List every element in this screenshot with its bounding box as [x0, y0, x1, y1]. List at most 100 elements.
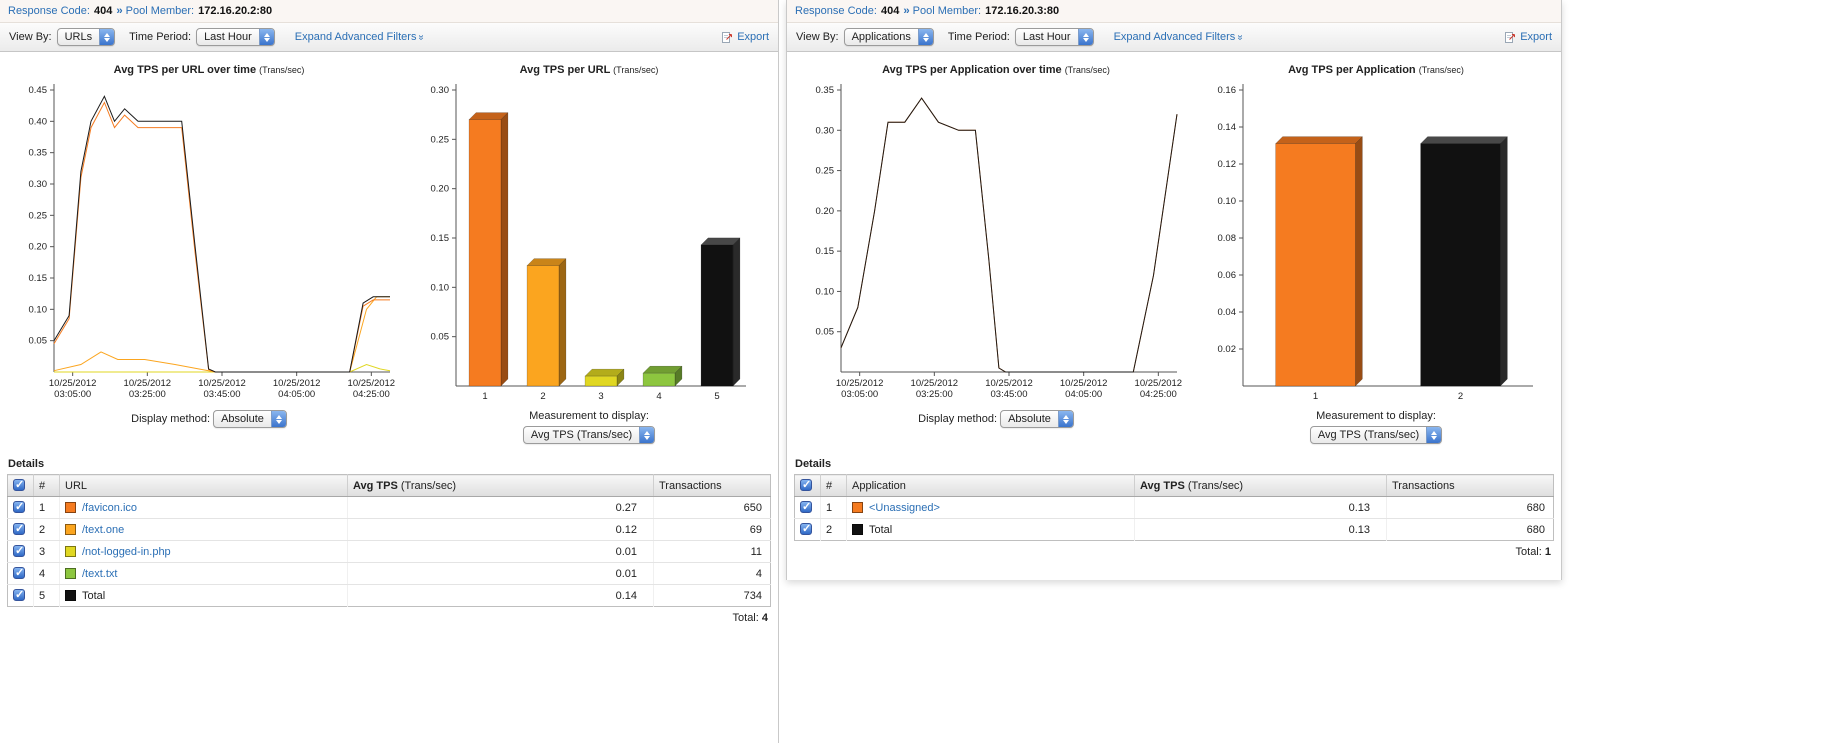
export-icon	[1505, 32, 1516, 43]
row-transactions: 4	[653, 562, 771, 585]
svg-text:04:05:00: 04:05:00	[278, 389, 315, 400]
svg-text:0.16: 0.16	[1218, 85, 1237, 96]
display-method-select[interactable]: Absolute	[1000, 410, 1074, 428]
table-row: 3 /not-logged-in.php 0.01 11	[7, 540, 771, 563]
display-method-select[interactable]: Absolute	[213, 410, 287, 428]
expand-advanced-filters-link[interactable]: Expand Advanced Filters»	[294, 31, 427, 43]
select-arrows-icon	[258, 29, 274, 45]
row-transactions: 680	[1386, 518, 1554, 541]
row-name-link[interactable]: /not-logged-in.php	[82, 545, 171, 558]
row-avg-tps: 0.27	[347, 496, 654, 519]
row-checkbox[interactable]	[13, 588, 25, 601]
svg-text:0.20: 0.20	[29, 242, 48, 253]
select-arrows-icon	[917, 29, 933, 45]
measurement-select[interactable]: Avg TPS (Trans/sec)	[522, 426, 656, 444]
row-name-link[interactable]: /text.one	[82, 523, 125, 536]
bar-chart-title: Avg TPS per Application (Trans/sec)	[1288, 64, 1464, 76]
svg-text:0.25: 0.25	[431, 134, 450, 145]
svg-text:0.35: 0.35	[816, 85, 835, 96]
svg-text:0.25: 0.25	[816, 166, 835, 177]
row-avg-tps: 0.13	[1134, 518, 1387, 541]
row-checkbox[interactable]	[13, 522, 25, 535]
tps-over-time-chart-box: Avg TPS per Application over time (Trans…	[795, 64, 1197, 428]
select-all-checkbox[interactable]	[13, 478, 25, 491]
svg-text:0.15: 0.15	[431, 233, 450, 244]
svg-text:10/25/2012: 10/25/2012	[124, 378, 172, 389]
row-name-total: Total	[82, 589, 106, 602]
svg-text:2: 2	[540, 391, 545, 402]
svg-text:1: 1	[1313, 391, 1318, 402]
table-row: 1 /favicon.ico 0.27 650	[7, 496, 771, 519]
row-checkbox[interactable]	[13, 544, 25, 557]
col-transactions: Transactions	[653, 474, 771, 497]
svg-text:10/25/2012: 10/25/2012	[836, 378, 884, 389]
row-checkbox[interactable]	[13, 500, 25, 513]
row-number: 1	[33, 496, 60, 519]
row-checkbox[interactable]	[13, 566, 25, 579]
details-section: Details # URL Avg TPS (Trans/sec) Transa…	[0, 444, 778, 624]
time-period-value: Last Hour	[204, 31, 252, 43]
charts-row: Avg TPS per Application over time (Trans…	[787, 52, 1561, 444]
svg-text:0.06: 0.06	[1218, 270, 1237, 281]
display-method-value: Absolute	[221, 413, 264, 425]
breadcrumb-response-code-label[interactable]: Response Code:	[8, 5, 90, 17]
svg-text:0.15: 0.15	[816, 246, 835, 257]
tps-over-time-chart-box: Avg TPS per URL over time (Trans/sec) 0.…	[8, 64, 410, 428]
col-avg-tps: Avg TPS (Trans/sec)	[1134, 474, 1387, 497]
tps-per-url-bar-chart: 0.05 0.10 0.15 0.20 0.25 0.30 1 2 3 4 5	[431, 84, 746, 402]
col-number: #	[820, 474, 847, 497]
expand-advanced-filters-link[interactable]: Expand Advanced Filters»	[1113, 31, 1246, 43]
row-name-link[interactable]: /favicon.ico	[82, 501, 138, 514]
svg-text:0.10: 0.10	[29, 304, 48, 315]
svg-text:0.35: 0.35	[29, 148, 48, 159]
svg-text:10/25/2012: 10/25/2012	[911, 378, 959, 389]
breadcrumb-pool-member-label[interactable]: Pool Member:	[912, 5, 982, 17]
svg-text:0.20: 0.20	[816, 206, 835, 217]
row-number: 1	[820, 496, 847, 519]
view-by-select[interactable]: Applications	[843, 28, 934, 46]
export-button[interactable]: Export	[722, 31, 769, 43]
select-arrows-icon	[1077, 29, 1093, 45]
breadcrumb-pool-member-label[interactable]: Pool Member:	[125, 5, 195, 17]
measurement-value: Avg TPS (Trans/sec)	[530, 429, 633, 441]
svg-text:0.05: 0.05	[816, 327, 835, 338]
measurement-select[interactable]: Avg TPS (Trans/sec)	[1309, 426, 1443, 444]
svg-text:04:05:00: 04:05:00	[1065, 389, 1102, 400]
col-url: URL	[59, 474, 348, 497]
export-label: Export	[737, 31, 769, 43]
row-checkbox[interactable]	[800, 522, 812, 535]
details-heading: Details	[795, 458, 832, 470]
double-chevron-icon: »	[1234, 34, 1246, 41]
table-row: 2 /text.one 0.12 69	[7, 518, 771, 541]
breadcrumb-response-code-label[interactable]: Response Code:	[795, 5, 877, 17]
svg-text:0.30: 0.30	[29, 179, 48, 190]
table-total: Total: 4	[732, 612, 768, 624]
time-period-label: Time Period:	[947, 31, 1010, 43]
row-transactions: 734	[653, 584, 771, 607]
table-header-row: # Application Avg TPS (Trans/sec) Transa…	[794, 474, 1554, 497]
row-transactions: 11	[653, 540, 771, 563]
svg-text:0.04: 0.04	[1218, 307, 1237, 318]
row-name-link[interactable]: <Unassigned>	[869, 501, 940, 514]
svg-text:1: 1	[482, 391, 487, 402]
select-arrows-icon	[639, 427, 655, 443]
toolbar: View By: URLs Time Period: Last Hour Exp…	[0, 23, 778, 52]
svg-text:0.02: 0.02	[1218, 344, 1237, 355]
row-avg-tps: 0.13	[1134, 496, 1387, 519]
series-color-swatch	[65, 567, 76, 579]
breadcrumb: Response Code: 404 ›› Pool Member: 172.1…	[787, 0, 1561, 23]
select-all-checkbox[interactable]	[800, 478, 812, 491]
svg-text:10/25/2012: 10/25/2012	[1135, 378, 1183, 389]
toolbar: View By: Applications Time Period: Last …	[787, 23, 1561, 52]
series-color-swatch	[65, 501, 76, 513]
row-name-link[interactable]: /text.txt	[82, 567, 118, 580]
svg-text:0.25: 0.25	[29, 210, 48, 221]
time-period-select[interactable]: Last Hour	[196, 28, 275, 46]
tps-over-time-line-chart: 0.050.100.150.200.250.300.3510/25/201203…	[816, 84, 1183, 400]
col-transactions: Transactions	[1386, 474, 1554, 497]
row-checkbox[interactable]	[800, 500, 812, 513]
view-by-select[interactable]: URLs	[56, 28, 116, 46]
time-period-select[interactable]: Last Hour	[1014, 28, 1094, 46]
export-button[interactable]: Export	[1505, 31, 1552, 43]
table-header-row: # URL Avg TPS (Trans/sec) Transactions	[7, 474, 771, 497]
